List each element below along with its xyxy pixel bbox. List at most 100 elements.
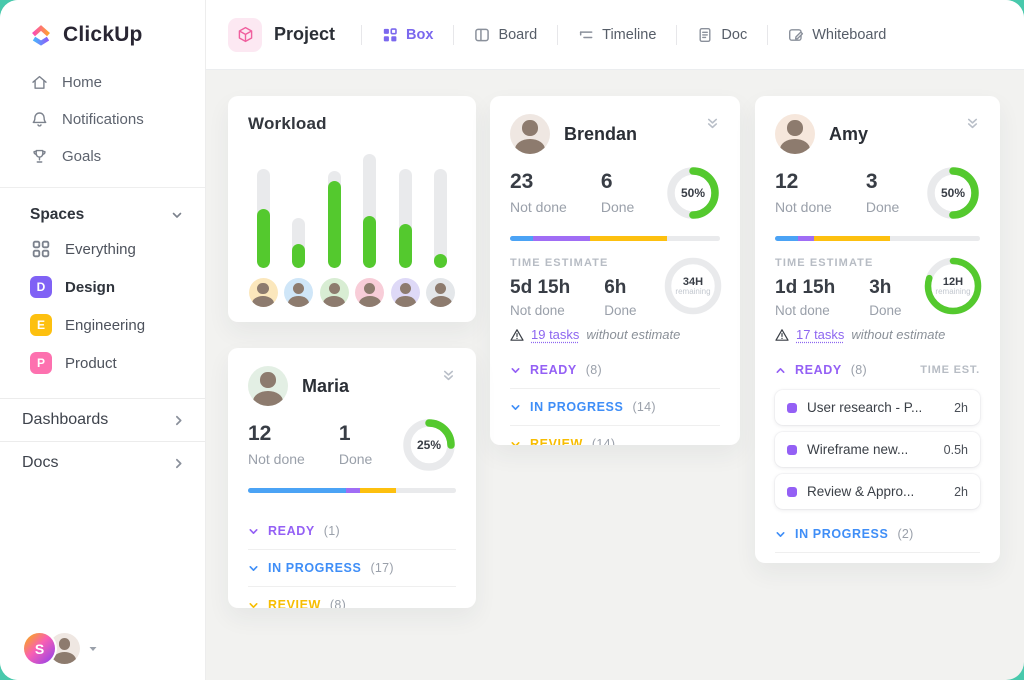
- chevron-down-icon: [511, 367, 520, 373]
- not-done-stat: 23 Not done: [510, 170, 567, 215]
- task-row[interactable]: User research - P... 2h: [775, 390, 980, 425]
- status-dot: [787, 486, 797, 497]
- section-review[interactable]: REVIEW (14): [510, 425, 720, 445]
- task-row[interactable]: Wireframe new... 0.5h: [775, 432, 980, 467]
- tasks-without-estimate-link[interactable]: 19 tasks: [531, 327, 580, 342]
- tab-whiteboard[interactable]: Whiteboard: [768, 27, 906, 43]
- avatar: [248, 278, 278, 307]
- status-progress-bar: [510, 236, 720, 241]
- status-progress-bar: [775, 236, 980, 241]
- completion-percent: 50%: [680, 186, 706, 200]
- workload-person: [355, 154, 385, 307]
- sidebar-item-label: Home: [62, 74, 103, 91]
- section-in-progress[interactable]: IN PROGRESS (2): [775, 516, 980, 552]
- workload-person: [390, 169, 420, 307]
- clickup-logo[interactable]: ClickUp: [0, 0, 205, 54]
- sidebar: ClickUp Home Notifications: [0, 0, 206, 680]
- whiteboard-view-icon: [789, 28, 804, 41]
- section-review[interactable]: REVIEW (8): [248, 586, 456, 608]
- sidebar-item-home[interactable]: Home: [0, 64, 205, 101]
- avatar: [426, 278, 456, 307]
- double-chevron-down-icon[interactable]: [441, 368, 456, 383]
- tasks-without-estimate-link[interactable]: 17 tasks: [796, 327, 845, 342]
- section-in-progress[interactable]: IN PROGRESS (14): [510, 388, 720, 425]
- spaces-title: Spaces: [30, 206, 85, 223]
- link-label: Docs: [22, 454, 59, 471]
- tab-timeline[interactable]: Timeline: [558, 27, 676, 43]
- workload-card: Workload: [228, 96, 476, 322]
- not-done-stat: 12 Not done: [248, 422, 305, 467]
- warning-icon: [775, 328, 789, 341]
- sidebar-item-everything[interactable]: Everything: [0, 230, 205, 268]
- section-ready[interactable]: READY (8): [510, 352, 720, 388]
- tab-board[interactable]: Board: [454, 27, 557, 43]
- completion-percent: 50%: [940, 186, 966, 200]
- sidebar-item-dashboards[interactable]: Dashboards: [0, 398, 205, 441]
- chevron-right-icon: [176, 415, 182, 425]
- time-not-done-stat: 1d 15h Not done: [775, 277, 836, 318]
- box-view-icon: [383, 27, 397, 41]
- chevron-right-icon: [176, 458, 182, 468]
- clickup-logo-icon: [32, 25, 50, 46]
- task-row[interactable]: Review & Appro... 2h: [775, 474, 980, 509]
- divider: [453, 24, 455, 45]
- time-done-stat: 3h Done: [869, 277, 902, 318]
- sidebar-item-design[interactable]: D Design: [0, 268, 205, 306]
- workload-person: [248, 169, 278, 307]
- section-ready[interactable]: READY (1): [248, 513, 456, 549]
- chevron-up-icon: [776, 367, 785, 373]
- double-chevron-down-icon[interactable]: [705, 116, 720, 131]
- sidebar-item-goals[interactable]: Goals: [0, 138, 205, 175]
- double-chevron-down-icon[interactable]: [965, 116, 980, 131]
- sidebar-item-engineering[interactable]: E Engineering: [0, 306, 205, 344]
- grid-icon: [32, 240, 50, 258]
- member-card-maria: Maria 12 Not done 1 Done 25%: [228, 348, 476, 608]
- capacity-bar: [327, 171, 341, 268]
- status-progress-bar: [248, 488, 456, 493]
- sidebar-item-notifications[interactable]: Notifications: [0, 101, 205, 138]
- sidebar-item-label: Goals: [62, 148, 102, 165]
- avatar: [775, 114, 815, 154]
- section-in-progress[interactable]: IN PROGRESS (17): [248, 549, 456, 586]
- capacity-bar: [292, 218, 306, 268]
- divider: [676, 24, 678, 45]
- time-estimate-header: TIME ESTIMATE: [510, 257, 609, 269]
- completion-donut: 50%: [924, 164, 982, 222]
- user-menu[interactable]: S: [24, 633, 98, 664]
- status-dot: [787, 444, 797, 455]
- bell-icon: [32, 112, 47, 127]
- avatar: [284, 278, 314, 307]
- member-name: Maria: [302, 375, 350, 396]
- sidebar-item-label: Notifications: [62, 111, 144, 128]
- workload-person: [426, 169, 456, 307]
- tab-label: Doc: [721, 26, 748, 43]
- board-view-icon: [475, 28, 490, 41]
- workload-title: Workload: [248, 114, 327, 133]
- tab-box[interactable]: Box: [362, 27, 453, 43]
- brand-name: ClickUp: [63, 23, 143, 46]
- avatar: [355, 278, 385, 307]
- capacity-bar: [256, 169, 270, 268]
- section-ready-expanded[interactable]: READY (8) TIME EST.: [775, 352, 980, 388]
- section-review[interactable]: REVIEW(3): [775, 552, 980, 563]
- link-label: Dashboards: [22, 411, 109, 428]
- avatar: [319, 278, 349, 307]
- space-badge: D: [30, 276, 52, 298]
- capacity-bar: [363, 154, 377, 268]
- done-stat: 1 Done: [338, 422, 373, 467]
- home-icon: [32, 75, 47, 89]
- tab-doc[interactable]: Doc: [677, 27, 767, 43]
- space-badge: P: [30, 352, 52, 374]
- chevron-down-icon: [776, 531, 785, 537]
- space-label: Engineering: [65, 316, 146, 334]
- caret-down-icon: [89, 646, 97, 651]
- completion-donut: 50%: [664, 164, 722, 222]
- space-label: Product: [65, 354, 117, 372]
- sidebar-item-docs[interactable]: Docs: [0, 441, 205, 484]
- avatar: [390, 278, 420, 307]
- spaces-header[interactable]: Spaces: [0, 188, 205, 230]
- sidebar-item-product[interactable]: P Product: [0, 344, 205, 382]
- member-name: Amy: [829, 123, 869, 144]
- cube-icon: [238, 26, 252, 43]
- time-est-column-header: TIME EST.: [920, 364, 980, 376]
